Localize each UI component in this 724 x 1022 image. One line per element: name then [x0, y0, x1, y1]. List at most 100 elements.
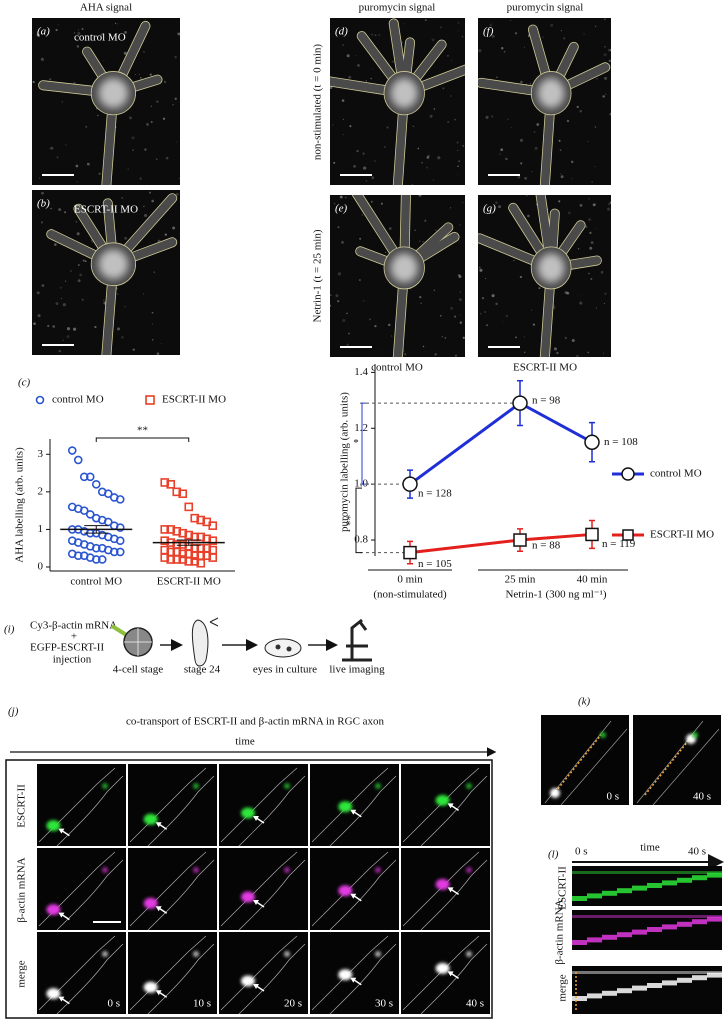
noise — [606, 207, 611, 211]
noise — [174, 97, 177, 101]
micrograph — [32, 190, 180, 355]
time-stamp: 10 s — [193, 998, 211, 1010]
noise — [603, 53, 607, 57]
noise — [144, 213, 148, 218]
noise — [69, 269, 73, 273]
axon-outline — [402, 851, 488, 931]
signal-blob — [193, 951, 199, 957]
noise — [588, 272, 590, 275]
noise — [498, 205, 502, 209]
kymo-static — [662, 971, 677, 974]
noise — [36, 33, 40, 37]
scissors — [209, 617, 219, 627]
kymo-track — [707, 916, 722, 922]
noise — [583, 33, 585, 35]
noise — [538, 287, 541, 290]
noise — [165, 156, 169, 160]
kymo-static — [677, 915, 692, 918]
kymo-track — [662, 880, 677, 886]
column-label: ESCRT-II MO — [513, 362, 577, 374]
row-label: merge — [557, 974, 569, 1001]
signal-blob — [466, 867, 472, 873]
panel-tag: (e) — [335, 203, 348, 215]
data-point — [166, 525, 176, 534]
noise — [589, 246, 593, 250]
signal-blob — [284, 867, 290, 873]
noise — [422, 240, 425, 243]
noise — [369, 318, 371, 321]
noise — [531, 309, 533, 311]
data-point — [513, 533, 527, 547]
noise — [344, 196, 347, 199]
noise — [151, 338, 154, 341]
signal-blob — [550, 788, 560, 798]
data-point — [160, 536, 170, 545]
noise — [151, 199, 154, 203]
data-point — [115, 547, 125, 557]
noise — [587, 141, 589, 143]
data-point — [190, 557, 200, 566]
data-point — [184, 557, 194, 566]
noise — [514, 32, 518, 35]
pointer-head — [350, 809, 357, 815]
noise — [558, 200, 561, 203]
noise — [358, 279, 361, 281]
noise — [564, 336, 567, 340]
n-label: n = 105 — [418, 558, 452, 570]
y-tick-label: 1 — [38, 523, 44, 535]
data-point — [85, 472, 95, 482]
pointer-head — [447, 971, 454, 977]
noise — [341, 99, 345, 102]
frame-bg — [219, 848, 308, 930]
noise — [602, 95, 605, 98]
noise — [429, 114, 433, 118]
data-point — [91, 555, 101, 564]
data-point — [79, 472, 89, 482]
schematic-label: EGFP-ESCRT-II — [30, 642, 104, 654]
micrograph — [330, 195, 465, 357]
data-point — [178, 555, 188, 564]
time-label: 40 s — [688, 846, 706, 858]
noise — [450, 95, 452, 97]
noise — [495, 201, 498, 204]
kymo-static — [662, 915, 677, 918]
noise — [462, 201, 464, 204]
kymo-track — [662, 980, 677, 986]
noise — [61, 101, 63, 103]
data-point — [73, 551, 83, 561]
noise — [41, 191, 44, 195]
signal — [98, 249, 129, 280]
noise — [536, 123, 540, 126]
pointer-head — [350, 977, 357, 983]
data-point — [115, 536, 125, 545]
signal — [390, 78, 418, 109]
data-point — [73, 455, 83, 465]
signal-blob — [375, 867, 381, 873]
track-arrow — [552, 734, 602, 796]
noise — [56, 156, 59, 159]
noise — [77, 31, 81, 35]
image-label: ESCRT-II MO — [74, 204, 138, 216]
noise — [594, 126, 597, 128]
signal — [537, 78, 565, 109]
pipette — [110, 624, 130, 638]
frame-bg — [310, 764, 399, 846]
time-label: time — [235, 736, 255, 748]
frame-bg — [37, 764, 126, 846]
kymo-static — [632, 971, 647, 974]
noise — [109, 197, 111, 199]
noise — [55, 302, 59, 306]
noise — [478, 49, 482, 53]
noise — [571, 178, 573, 179]
data-point — [166, 480, 176, 489]
noise — [450, 306, 453, 310]
signal-blob — [466, 951, 472, 957]
noise — [486, 324, 488, 327]
noise — [459, 291, 461, 293]
signal-blob — [692, 732, 698, 738]
schematic-step: live imaging — [329, 664, 385, 676]
noise — [359, 237, 362, 240]
kymo-static — [677, 971, 692, 974]
axon-outline — [129, 851, 215, 931]
eye — [275, 644, 281, 650]
